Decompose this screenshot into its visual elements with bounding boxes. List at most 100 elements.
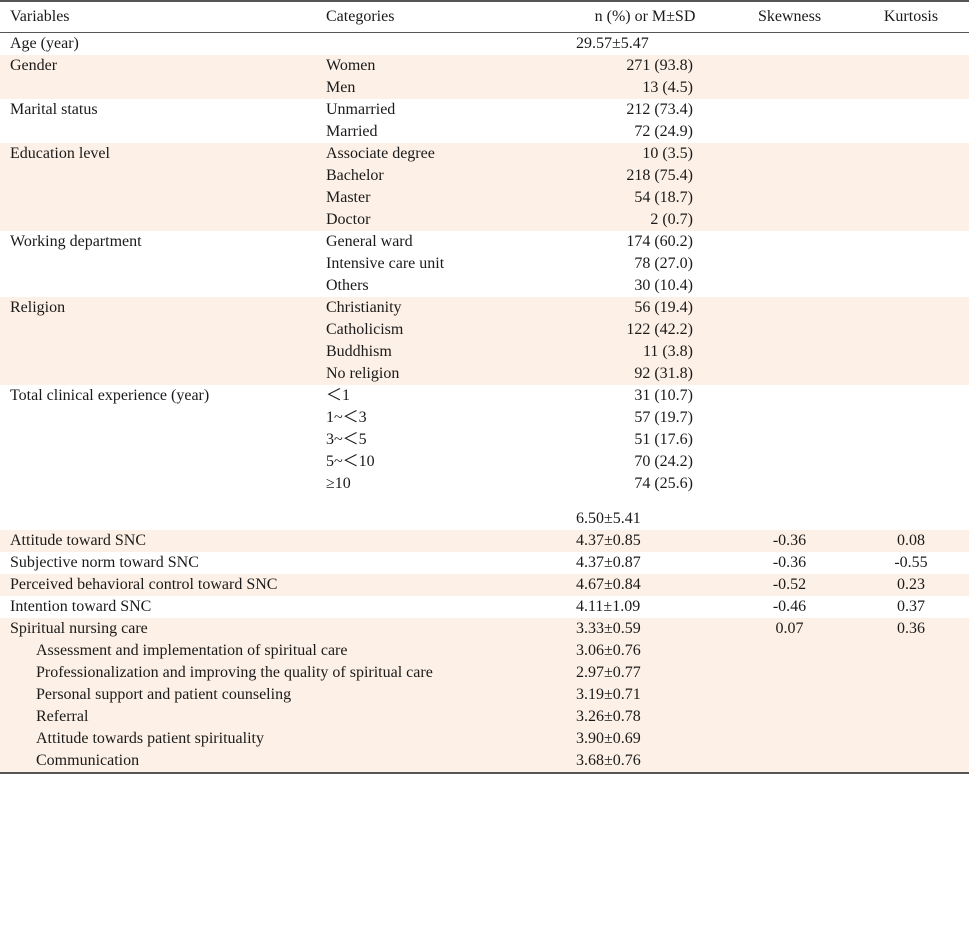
category-value: 78 (27.0)	[634, 255, 693, 272]
category-label: Women	[326, 57, 376, 74]
subscale-value: 3.68±0.76	[576, 752, 641, 769]
table-row-spiritual-nursing-care: Spiritual nursing care Assessment and im…	[0, 618, 969, 774]
kurtosis-value: 0.23	[897, 576, 925, 593]
category-label: Doctor	[326, 211, 371, 228]
row-label: Marital status	[10, 101, 98, 118]
subscale-value: 3.26±0.78	[576, 708, 641, 725]
category-label: Christianity	[326, 299, 402, 316]
subscale-value: 3.06±0.76	[576, 642, 641, 659]
category-value: 57 (19.7)	[634, 409, 693, 426]
category-value: 70 (24.2)	[634, 453, 693, 470]
category-value: 271 (93.8)	[626, 57, 693, 74]
skewness-value: -0.46	[772, 598, 807, 615]
category-value: 11 (3.8)	[642, 343, 693, 360]
row-label: Attitude toward SNC	[10, 532, 146, 549]
skewness-value: -0.36	[772, 554, 807, 571]
subscale-value: 3.90±0.69	[576, 730, 641, 747]
header-skewness: Skewness	[726, 0, 853, 33]
row-label: Perceived behavioral control toward SNC	[10, 576, 278, 593]
subscale-value: 2.97±0.77	[576, 664, 641, 681]
subscale-value: 3.19±0.71	[576, 686, 641, 703]
category-label: Master	[326, 189, 371, 206]
category-value: 218 (75.4)	[626, 167, 693, 184]
category-label: 5~＜10	[326, 453, 375, 470]
category-label: Catholicism	[326, 321, 404, 338]
category-value: 31 (10.7)	[634, 387, 693, 404]
table-row-religion: Religion Christianity Catholicism Buddhi…	[0, 297, 969, 385]
row-value: 4.11±1.09	[576, 598, 641, 615]
descriptive-statistics-table: Variables Categories n (%) or M±SD Skewn…	[0, 0, 969, 774]
subscale-label: Attitude towards patient spirituality	[36, 730, 264, 747]
category-label: ≥10	[326, 475, 351, 492]
skewness-value: 0.07	[775, 620, 804, 637]
category-label: Married	[326, 123, 378, 140]
table-row-gender: Gender Women Men 271 (93.8) 13 (4.5)	[0, 55, 969, 99]
header-kurtosis: Kurtosis	[853, 0, 969, 33]
category-value: 212 (73.4)	[626, 101, 693, 118]
category-label: Bachelor	[326, 167, 384, 184]
category-value: 56 (19.4)	[634, 299, 693, 316]
kurtosis-value: -0.55	[894, 554, 928, 571]
subscale-label: Referral	[36, 708, 89, 725]
category-label: General ward	[326, 233, 413, 250]
row-label: Total clinical experience (year)	[10, 387, 210, 404]
category-value: 51 (17.6)	[634, 431, 693, 448]
row-label: Subjective norm toward SNC	[10, 554, 199, 571]
category-label: Buddhism	[326, 343, 392, 360]
row-label: Religion	[10, 299, 66, 316]
category-value: 13 (4.5)	[642, 79, 693, 96]
category-label: 1~＜3	[326, 409, 367, 426]
row-label: Spiritual nursing care	[10, 620, 148, 637]
subscale-label: Personal support and patient counseling	[36, 686, 292, 703]
table-row-age: Age (year) 29.57±5.47	[0, 33, 969, 56]
row-label: Gender	[10, 57, 58, 74]
subscale-label: Assessment and implementation of spiritu…	[36, 642, 348, 659]
table-row-clinical-experience: Total clinical experience (year) ＜1 1~＜3…	[0, 385, 969, 530]
experience-mean: 6.50±5.41	[576, 510, 641, 527]
category-label: 3~＜5	[326, 431, 367, 448]
kurtosis-value: 0.36	[897, 620, 925, 637]
row-label: Education level	[10, 145, 110, 162]
row-label: Intention toward SNC	[10, 598, 152, 615]
row-value: 29.57±5.47	[576, 35, 649, 52]
row-label: Age (year)	[10, 35, 79, 52]
table-row-working-department: Working department General ward Intensiv…	[0, 231, 969, 297]
category-label: Men	[326, 79, 356, 96]
kurtosis-value: 0.37	[897, 598, 925, 615]
skewness-value: -0.36	[772, 532, 807, 549]
table-header-row: Variables Categories n (%) or M±SD Skewn…	[0, 0, 969, 33]
row-value: 4.37±0.87	[576, 554, 641, 571]
table-row-marital-status: Marital status Unmarried Married 212 (73…	[0, 99, 969, 143]
category-label: No religion	[326, 365, 400, 382]
row-value: 3.33±0.59	[576, 620, 641, 637]
row-label: Working department	[10, 233, 142, 250]
category-value: 174 (60.2)	[626, 233, 693, 250]
table-row-intention: Intention toward SNC 4.11±1.09 -0.46 0.3…	[0, 596, 969, 618]
header-variables: Variables	[0, 0, 326, 33]
subscale-label: Professionalization and improving the qu…	[36, 664, 433, 681]
category-value: 2 (0.7)	[650, 211, 693, 228]
category-value: 72 (24.9)	[634, 123, 693, 140]
row-value: 4.37±0.85	[576, 532, 641, 549]
category-value: 30 (10.4)	[634, 277, 693, 294]
table-row-perceived-control: Perceived behavioral control toward SNC …	[0, 574, 969, 596]
category-value: 122 (42.2)	[626, 321, 693, 338]
category-label: Others	[326, 277, 369, 294]
category-value: 92 (31.8)	[634, 365, 693, 382]
header-categories: Categories	[326, 0, 564, 33]
header-value: n (%) or M±SD	[564, 0, 726, 33]
category-label: Associate degree	[326, 145, 435, 162]
category-value: 74 (25.6)	[634, 475, 693, 492]
table-row-education-level: Education level Associate degree Bachelo…	[0, 143, 969, 231]
subscale-label: Communication	[36, 752, 140, 769]
category-label: Unmarried	[326, 101, 396, 118]
kurtosis-value: 0.08	[897, 532, 925, 549]
table-row-attitude: Attitude toward SNC 4.37±0.85 -0.36 0.08	[0, 530, 969, 552]
table-row-subjective-norm: Subjective norm toward SNC 4.37±0.87 -0.…	[0, 552, 969, 574]
category-value: 54 (18.7)	[634, 189, 693, 206]
skewness-value: -0.52	[772, 576, 807, 593]
category-label: Intensive care unit	[326, 255, 445, 272]
category-label: ＜1	[326, 387, 351, 404]
row-value: 4.67±0.84	[576, 576, 641, 593]
category-value: 10 (3.5)	[642, 145, 693, 162]
